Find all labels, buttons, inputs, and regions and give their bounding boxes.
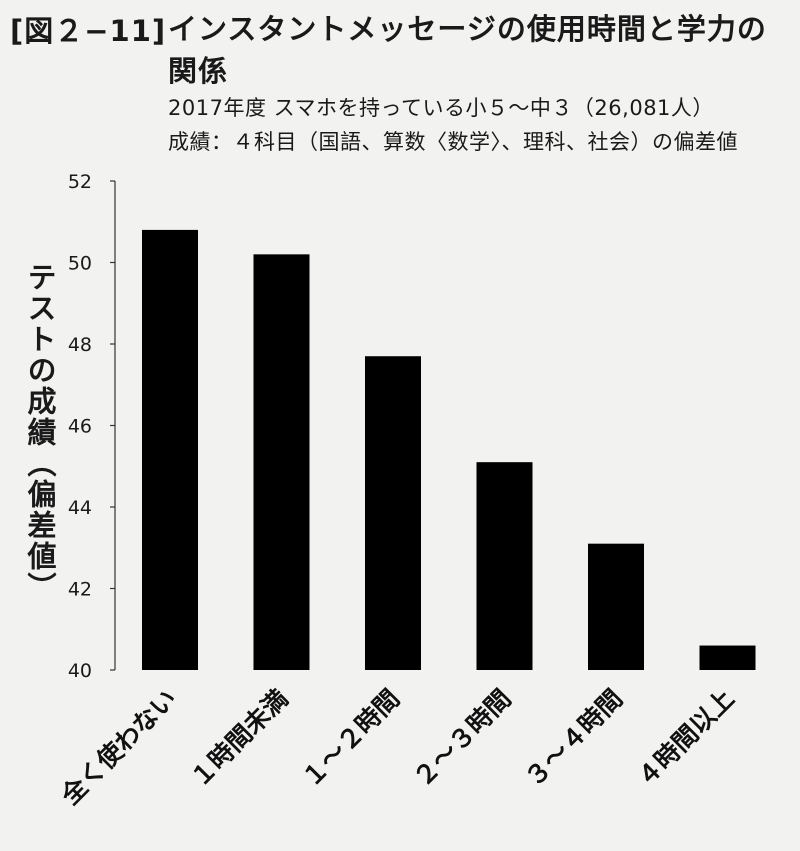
y-tick-label: 50 — [68, 253, 92, 275]
bar — [142, 229, 198, 670]
bar — [699, 645, 756, 670]
chart-subtitle-measure: 成績：４科目（国語、算数〈数学〉、理科、社会）の偏差値 — [168, 130, 738, 154]
chart-subtitle-sample: 2017年度 スマホを持っている小５〜中３（26,081人） — [168, 96, 714, 120]
bar — [588, 543, 644, 670]
x-category-label: １〜２時間 — [296, 684, 405, 793]
chart-title: インスタントメッセージの使用時間と学力の関係 — [168, 12, 767, 88]
x-category-label: １時間未満 — [185, 684, 294, 793]
y-axis: 40 42 44 46 48 50 52 — [68, 171, 116, 682]
figure-label: [図２−11] — [10, 14, 167, 48]
x-category-label: 全く使わない — [55, 684, 182, 811]
y-tick-label: 46 — [68, 416, 92, 438]
y-tick-label: 40 — [68, 660, 92, 682]
bars — [142, 229, 756, 670]
x-category-label: ３〜４時間 — [519, 684, 628, 793]
y-tick-label: 44 — [68, 497, 92, 519]
bar — [253, 254, 310, 670]
y-tick-label: 52 — [68, 171, 92, 193]
y-tick-label: 48 — [68, 334, 92, 356]
y-axis-label: テストの成績（偏差値） — [23, 262, 57, 603]
bar — [365, 356, 421, 670]
bar — [476, 462, 533, 670]
x-axis-labels: 全く使わない １時間未満 １〜２時間 ２〜３時間 ３〜４時間 ４時間以上 — [55, 684, 740, 811]
x-category-label: ４時間以上 — [631, 684, 740, 793]
x-category-label: ２〜３時間 — [408, 684, 517, 793]
y-tick-label: 42 — [68, 579, 92, 601]
